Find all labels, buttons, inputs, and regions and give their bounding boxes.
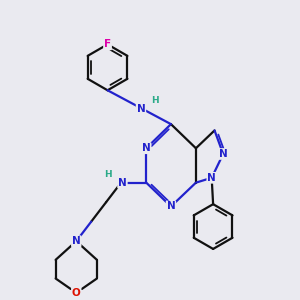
Text: N: N <box>219 149 227 159</box>
Text: N: N <box>167 202 175 212</box>
Text: H: H <box>104 170 112 179</box>
Text: N: N <box>72 236 81 246</box>
Text: H: H <box>152 96 159 105</box>
Text: F: F <box>104 39 111 50</box>
Text: N: N <box>142 143 151 153</box>
Text: N: N <box>136 104 146 114</box>
Text: N: N <box>118 178 127 188</box>
Text: O: O <box>72 288 81 298</box>
Text: N: N <box>207 173 216 183</box>
